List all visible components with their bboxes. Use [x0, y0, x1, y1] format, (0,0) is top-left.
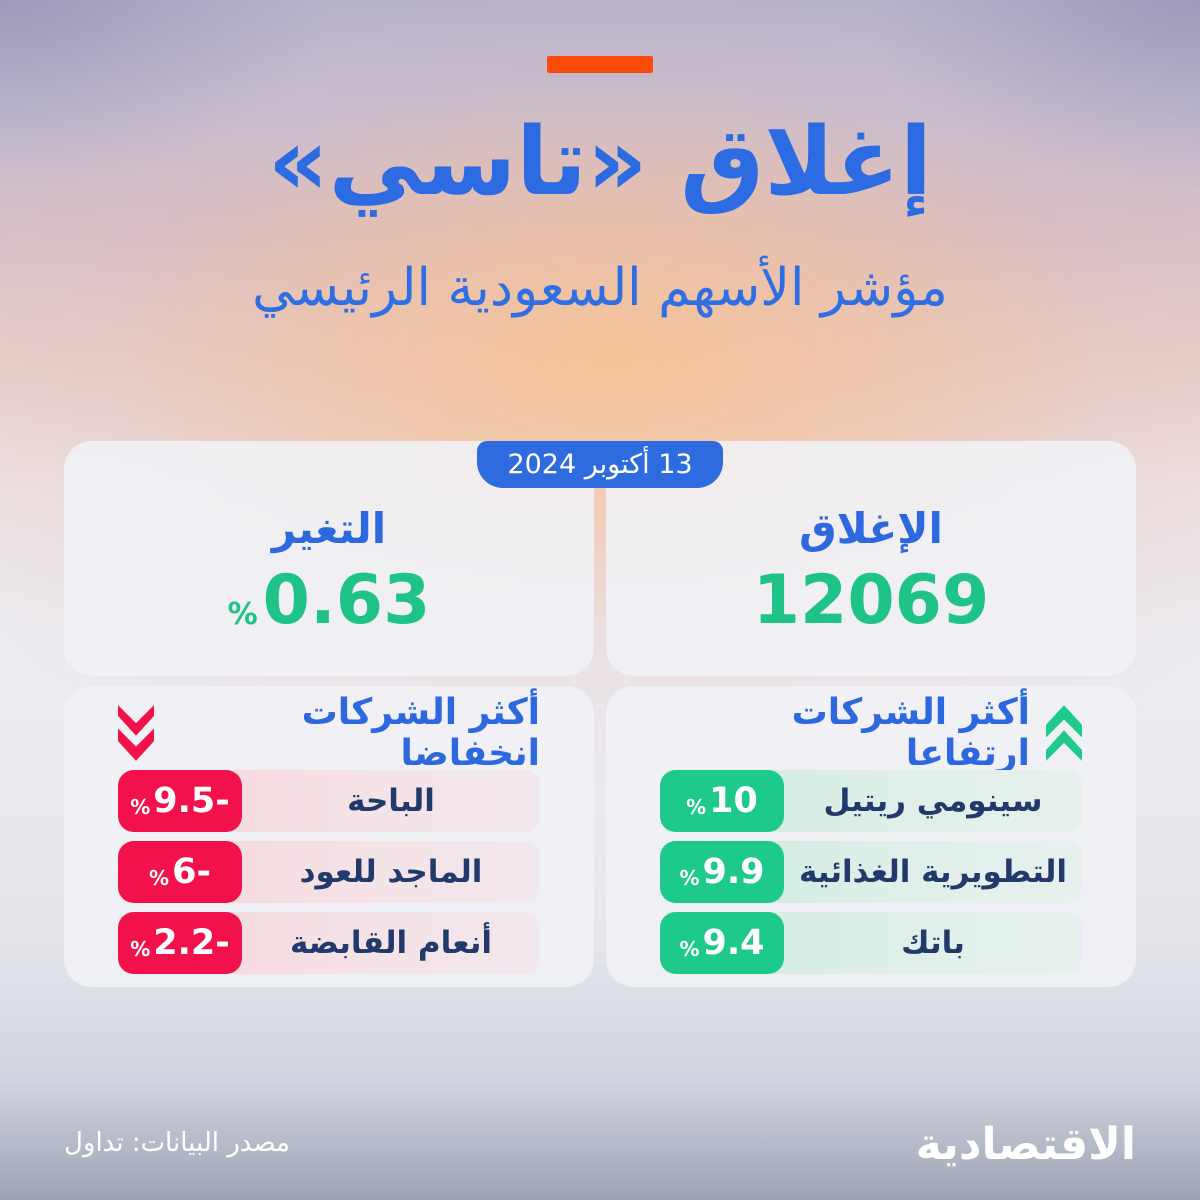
- change-badge: -6 %: [118, 841, 242, 903]
- losers-card: أكثر الشركات انخفاضا الباحة -9.5 %: [64, 686, 594, 987]
- page-subtitle: مؤشر الأسهم السعودية الرئيسي: [252, 258, 948, 318]
- percent-sign: %: [679, 937, 700, 961]
- company-name: باتك: [901, 925, 965, 961]
- losers-header: أكثر الشركات انخفاضا: [118, 692, 540, 774]
- losers-rows: الباحة -9.5 % الماجد للعود -6 % أنعام ال…: [118, 770, 540, 974]
- losers-title: أكثر الشركات انخفاضا: [301, 692, 540, 774]
- percent-sign: %: [686, 795, 707, 819]
- company-name: الباحة: [347, 783, 435, 819]
- company-name: التطويرية الغذائية: [798, 854, 1068, 890]
- gainers-title: أكثر الشركات ارتفاعا: [791, 692, 1030, 774]
- change-label: التغير: [271, 504, 387, 553]
- percent-sign: %: [227, 597, 258, 632]
- close-number: 12069: [752, 561, 990, 640]
- change-badge: -9.5 %: [118, 770, 242, 832]
- loser-row: الباحة -9.5 %: [118, 770, 540, 832]
- percent-sign: %: [130, 795, 151, 819]
- company-name: الماجد للعود: [299, 854, 483, 890]
- date-badge: 13 أكتوبر 2024: [477, 441, 723, 488]
- gainers-header: أكثر الشركات ارتفاعا: [660, 692, 1082, 774]
- double-chevron-down-icon: [118, 705, 154, 761]
- gainers-card: أكثر الشركات ارتفاعا سينومي ريتيل 10 % ا…: [606, 686, 1136, 987]
- change-badge: 10 %: [660, 770, 784, 832]
- accent-dash: [547, 56, 653, 73]
- gainers-rows: سينومي ريتيل 10 % التطويرية الغذائية 9.9…: [660, 770, 1082, 974]
- change-badge: -2.2 %: [118, 912, 242, 974]
- page-title: إغلاق «تاسي»: [267, 108, 933, 217]
- close-value: 12069: [753, 567, 990, 635]
- change-value: 0.63 %: [228, 567, 431, 635]
- close-label: الإغلاق: [799, 504, 943, 553]
- lists-row: أكثر الشركات ارتفاعا سينومي ريتيل 10 % ا…: [64, 686, 1136, 987]
- change-badge: 9.4 %: [660, 912, 784, 974]
- gainer-row: باتك 9.4 %: [660, 912, 1082, 974]
- change-badge: 9.9 %: [660, 841, 784, 903]
- brand-logo: الاقتصادية: [915, 1119, 1136, 1170]
- double-chevron-up-icon: [1046, 705, 1082, 761]
- change-number: 0.63: [262, 561, 431, 640]
- loser-row: أنعام القابضة -2.2 %: [118, 912, 540, 974]
- company-name: سينومي ريتيل: [823, 783, 1043, 819]
- company-name: أنعام القابضة: [289, 925, 493, 961]
- loser-row: الماجد للعود -6 %: [118, 841, 540, 903]
- percent-sign: %: [130, 937, 151, 961]
- gainer-row: سينومي ريتيل 10 %: [660, 770, 1082, 832]
- gainer-row: التطويرية الغذائية 9.9 %: [660, 841, 1082, 903]
- data-source-note: مصدر البيانات: تداول: [64, 1128, 290, 1158]
- percent-sign: %: [679, 866, 700, 890]
- percent-sign: %: [149, 866, 170, 890]
